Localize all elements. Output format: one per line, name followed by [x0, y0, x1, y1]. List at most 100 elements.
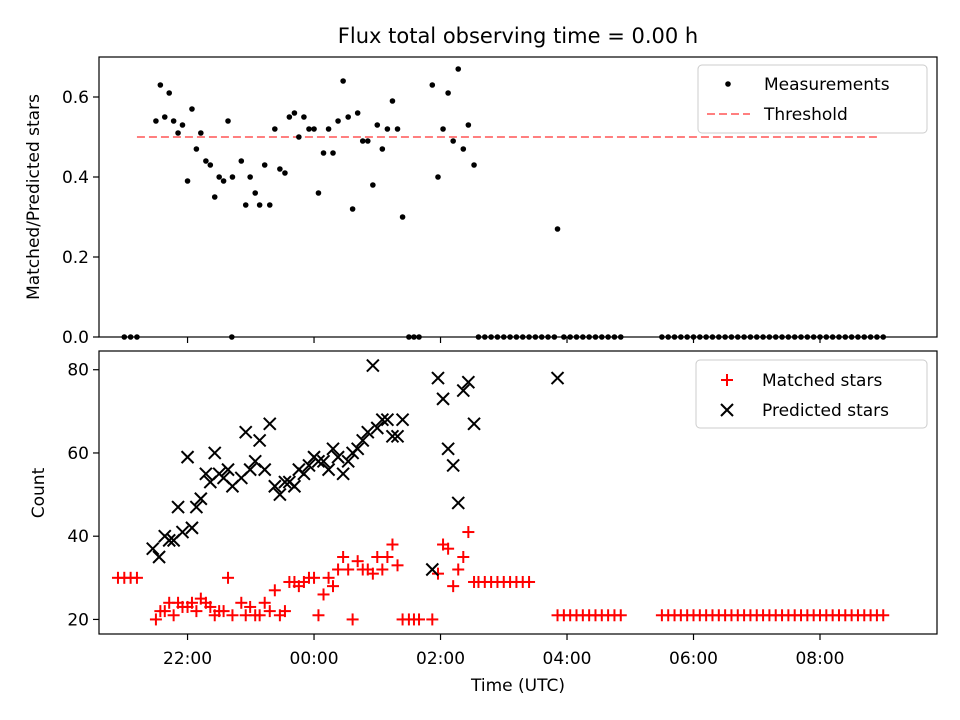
legend-measurement-marker — [725, 81, 731, 87]
predicted-star-point — [287, 479, 302, 493]
measurement-point — [282, 170, 288, 176]
bottom-plot-frame — [98, 350, 938, 635]
matched-star-point — [258, 596, 271, 609]
measurement-point — [166, 90, 173, 96]
measurement-point — [272, 126, 278, 132]
predicted-star-point — [162, 533, 176, 548]
matched-star-point — [312, 609, 325, 622]
measurement-point — [345, 114, 351, 120]
top-y-axis-label: Matched/Predicted stars — [24, 94, 44, 300]
matched-star-point — [263, 605, 276, 618]
measurement-point — [179, 122, 186, 128]
predicted-star-point — [146, 541, 160, 556]
matched-star-point — [253, 609, 266, 622]
matched-star-point — [278, 605, 291, 618]
predicted-star-point — [171, 500, 185, 514]
measurement-point — [157, 82, 164, 88]
matched-star-point — [376, 563, 389, 576]
measurement-point — [301, 114, 307, 120]
measurement-point — [170, 118, 177, 124]
y-tick-label: 0.4 — [62, 168, 89, 188]
matched-star-point — [322, 571, 335, 584]
bottom-legend-box — [695, 359, 928, 429]
top-legend-box — [697, 64, 928, 134]
y-tick-label: 40 — [67, 527, 89, 547]
matched-star-point — [327, 580, 340, 593]
predicted-star-point — [550, 371, 565, 385]
measurement-point — [445, 90, 451, 96]
predicted-star-point — [350, 442, 365, 456]
measurement-point — [399, 214, 406, 220]
matched-star-point — [366, 567, 379, 580]
predicted-star-point — [336, 467, 350, 481]
measurement-point — [384, 126, 391, 132]
measurement-point — [330, 150, 336, 156]
measurement-point — [261, 162, 268, 168]
measurement-point — [335, 118, 341, 124]
matched-star-point — [222, 571, 235, 584]
measurement-point — [450, 138, 456, 144]
matched-star-point — [447, 580, 460, 593]
predicted-star-point — [395, 412, 410, 427]
bottom-y-axis-label: Count — [29, 467, 49, 518]
measurement-point — [429, 82, 436, 88]
x-axis-label: Time (UTC) — [470, 676, 565, 696]
measurement-point — [229, 174, 236, 180]
measurement-point — [359, 138, 366, 144]
matched-star-point — [185, 596, 198, 609]
y-tick-label: 0.0 — [62, 328, 89, 348]
matched-star-point — [431, 567, 444, 580]
measurement-point — [370, 182, 376, 188]
measurement-point — [161, 114, 168, 120]
measurement-point — [440, 126, 446, 132]
predicted-star-point — [390, 429, 405, 444]
measurement-point — [256, 202, 263, 208]
measurement-point — [198, 130, 204, 136]
measurement-point — [315, 190, 322, 196]
predicted-star-point — [361, 425, 375, 439]
measurement-point — [465, 122, 472, 128]
matched-star-point — [308, 571, 321, 584]
matched-star-point — [204, 600, 217, 613]
legend-measurements-label: Measurements — [764, 75, 890, 95]
matched-star-point — [217, 605, 230, 618]
measurement-point — [374, 122, 381, 128]
measurement-point — [153, 118, 159, 124]
predicted-star-point — [316, 454, 331, 468]
legend-predicted-marker — [720, 403, 734, 417]
measurement-point — [216, 174, 222, 180]
matched-star-point — [332, 563, 345, 576]
matched-star-point — [226, 609, 239, 622]
predicted-star-point — [257, 462, 272, 477]
matched-star-point — [523, 575, 536, 588]
measurement-point — [211, 194, 218, 200]
y-tick-label: 0.2 — [62, 248, 89, 268]
measurement-point — [277, 166, 283, 172]
measurement-point — [203, 158, 209, 164]
matched-star-point — [426, 613, 439, 626]
matched-star-point — [391, 559, 404, 572]
predicted-star-point — [199, 467, 213, 481]
measurement-point — [311, 126, 317, 132]
matched-star-point — [371, 551, 384, 564]
measurement-point — [554, 226, 561, 232]
predicted-star-point — [366, 358, 380, 373]
measurement-point — [320, 150, 327, 156]
matched-star-point — [346, 613, 359, 626]
predicted-star-point — [341, 454, 355, 468]
predicted-star-point — [436, 392, 450, 406]
predicted-star-point — [456, 383, 470, 398]
measurement-point — [340, 78, 346, 84]
top-plot-frame — [98, 56, 938, 338]
matched-star-point — [351, 555, 364, 568]
measurement-point — [247, 174, 253, 180]
matched-star-point — [442, 542, 455, 555]
x-tick-label: 22:00 — [163, 649, 212, 669]
measurement-point — [460, 146, 467, 152]
predicted-star-point — [380, 412, 395, 427]
legend-predicted-label: Predicted stars — [762, 401, 889, 421]
predicted-star-point — [175, 525, 190, 539]
x-tick-label: 02:00 — [416, 649, 465, 669]
predicted-star-point — [252, 433, 267, 448]
measurement-point — [394, 126, 401, 132]
